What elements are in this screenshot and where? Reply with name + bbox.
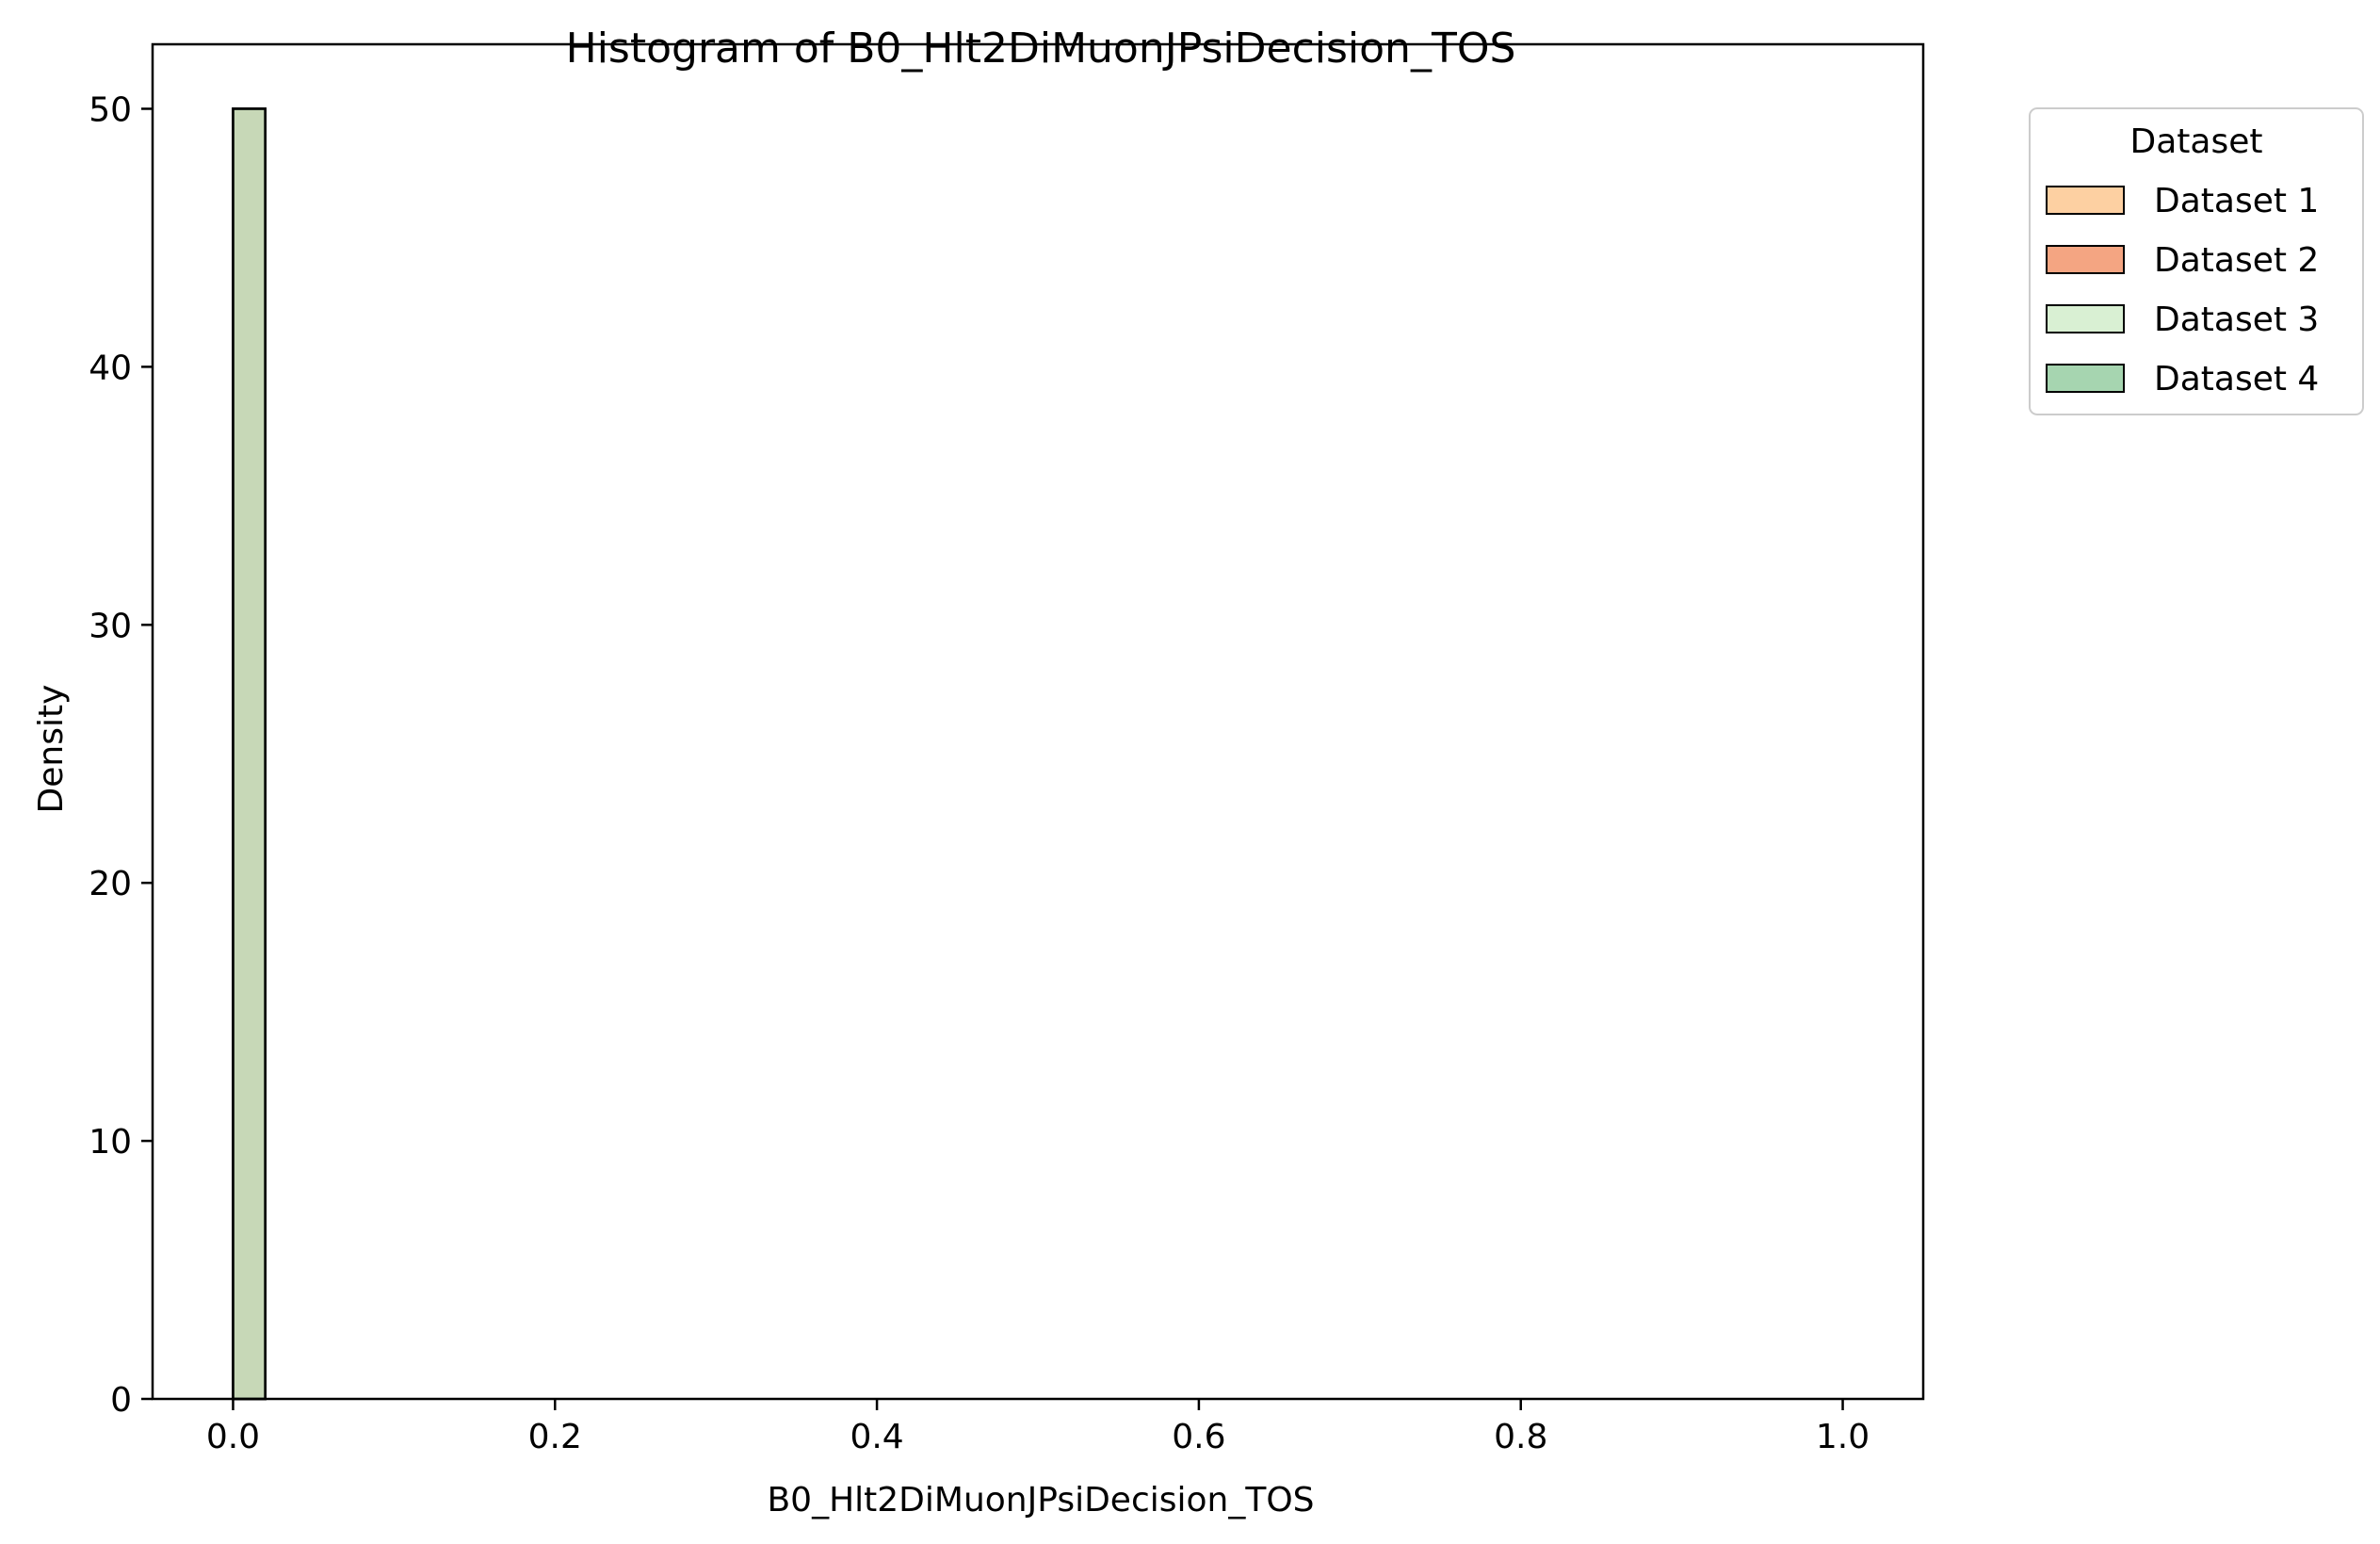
x-tick-label: 1.0 bbox=[1816, 1418, 1870, 1456]
x-tick-label: 0.8 bbox=[1494, 1418, 1547, 1456]
y-tick-label: 10 bbox=[89, 1123, 132, 1162]
legend-swatch bbox=[2046, 245, 2125, 274]
legend-label: Dataset 3 bbox=[2154, 301, 2319, 339]
legend-label: Dataset 4 bbox=[2154, 360, 2319, 398]
legend-swatch bbox=[2046, 364, 2125, 393]
chart-title: Histogram of B0_Hlt2DiMuonJPsiDecision_T… bbox=[566, 24, 1516, 73]
legend-frame bbox=[2029, 107, 2364, 415]
legend-swatch bbox=[2046, 186, 2125, 215]
axes-frame bbox=[151, 42, 1925, 1401]
legend-swatch bbox=[2046, 304, 2125, 333]
x-tick-label: 0.6 bbox=[1172, 1418, 1225, 1456]
x-tick-label: 0.4 bbox=[850, 1418, 903, 1456]
y-tick-label: 30 bbox=[89, 607, 132, 645]
plot-frame bbox=[151, 42, 1925, 1401]
legend-label: Dataset 1 bbox=[2154, 182, 2319, 220]
x-axis-ticks: 0.0 0.2 0.4 0.6 0.8 1.0 bbox=[206, 1399, 1870, 1456]
legend-title: Dataset bbox=[2130, 122, 2263, 161]
legend-items: Dataset 1 Dataset 2 Dataset 3 Dataset 4 bbox=[2046, 182, 2319, 398]
y-tick-label: 20 bbox=[89, 865, 132, 903]
y-tick-label: 50 bbox=[89, 90, 132, 129]
x-tick-label: 0.2 bbox=[528, 1418, 582, 1456]
x-tick-label: 0.0 bbox=[206, 1418, 260, 1456]
x-axis-label: B0_Hlt2DiMuonJPsiDecision_TOS bbox=[767, 1481, 1314, 1520]
y-tick-label: 40 bbox=[89, 349, 132, 387]
histogram-bar-4-1 bbox=[232, 107, 267, 1401]
y-axis-ticks: 0 10 20 30 40 50 bbox=[89, 90, 153, 1420]
bars-layer bbox=[232, 107, 267, 1401]
legend-label: Dataset 2 bbox=[2154, 241, 2319, 280]
y-tick-label: 0 bbox=[110, 1381, 132, 1420]
y-axis-label: Density bbox=[32, 685, 71, 814]
